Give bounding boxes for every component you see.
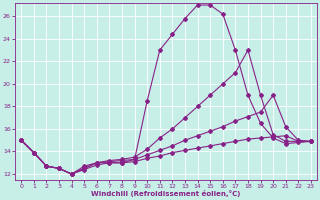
X-axis label: Windchill (Refroidissement éolien,°C): Windchill (Refroidissement éolien,°C) bbox=[92, 190, 241, 197]
